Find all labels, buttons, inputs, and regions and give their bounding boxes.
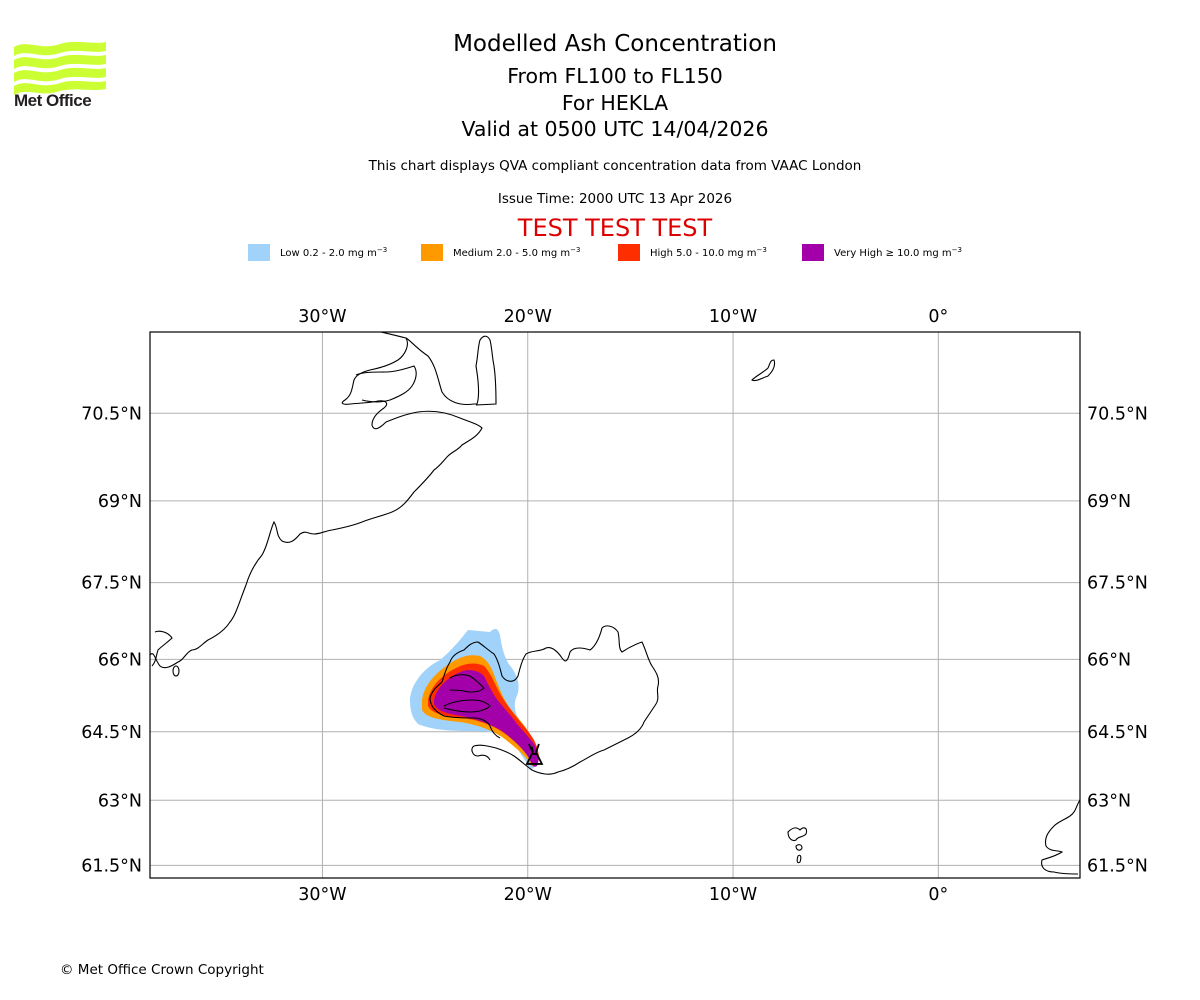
coastline-faroe-islands: [787, 827, 808, 864]
lon-label-top: 20°W: [504, 307, 552, 327]
legend-item-low: Low 0.2 - 2.0 mg m−3: [248, 244, 387, 261]
lat-label-left: 63°N: [98, 791, 142, 811]
lat-label-left: 70.5°N: [81, 404, 142, 424]
legend-swatch-low: [248, 244, 270, 261]
coastline-iceland: [429, 625, 660, 775]
legend-label: High 5.0 - 10.0 mg m−3: [650, 246, 767, 259]
lat-label-right: 64.5°N: [1087, 723, 1148, 743]
met-office-logo: [14, 41, 106, 95]
logo-text: Met Office: [14, 91, 92, 110]
coastline-norway: [1041, 799, 1080, 875]
coastline-jan-mayen: [751, 359, 776, 382]
lat-label-left: 67.5°N: [81, 574, 142, 594]
volcano-marker-icon: [525, 743, 544, 765]
copyright: © Met Office Crown Copyright: [60, 962, 264, 978]
volcano-name: For HEKLA: [561, 91, 669, 115]
test-banner: TEST TEST TEST: [517, 214, 713, 242]
flight-levels: From FL100 to FL150: [507, 64, 723, 88]
axis-labels: 30°W 30°W 20°W 20°W 10°W 10°W 0° 0° 70.5°N 70.5°N…: [81, 307, 1148, 905]
legend-item-very-high: Very High ≥ 10.0 mg m−3: [802, 244, 962, 261]
lat-label-left: 66°N: [98, 650, 142, 670]
legend-swatch-very-high: [802, 244, 824, 261]
lat-label-right: 63°N: [1087, 791, 1131, 811]
legend-item-high: High 5.0 - 10.0 mg m−3: [618, 244, 767, 261]
gridlines: [150, 332, 1080, 878]
issue-time: Issue Time: 2000 UTC 13 Apr 2026: [497, 191, 733, 207]
subtitle: This chart displays QVA compliant concen…: [368, 158, 862, 174]
lat-label-right: 61.5°N: [1087, 856, 1148, 876]
valid-time: Valid at 0500 UTC 14/04/2026: [461, 117, 769, 141]
lat-label-right: 70.5°N: [1087, 404, 1148, 424]
lat-label-left: 64.5°N: [81, 723, 142, 743]
legend-swatch-high: [618, 244, 640, 261]
legend-label: Very High ≥ 10.0 mg m−3: [834, 246, 962, 259]
legend-label: Medium 2.0 - 5.0 mg m−3: [453, 246, 581, 259]
ash-very-high-region: [434, 670, 539, 767]
lon-label-top: 30°W: [298, 307, 346, 327]
lon-label-top: 10°W: [709, 307, 757, 327]
legend-swatch-medium: [421, 244, 443, 261]
lon-label-top: 0°: [928, 307, 948, 327]
map-frame: [149, 331, 1081, 879]
coastlines: [150, 332, 1080, 875]
lat-label-left: 61.5°N: [81, 856, 142, 876]
lat-label-right: 69°N: [1087, 492, 1131, 512]
lat-label-left: 69°N: [98, 492, 142, 512]
lon-label-bottom: 10°W: [709, 885, 757, 905]
lon-label-bottom: 30°W: [298, 885, 346, 905]
legend-label: Low 0.2 - 2.0 mg m−3: [280, 246, 388, 259]
coastline-greenland: [150, 332, 483, 669]
lat-label-right: 66°N: [1087, 650, 1131, 670]
legend-item-medium: Medium 2.0 - 5.0 mg m−3: [421, 244, 580, 261]
lat-label-right: 67.5°N: [1087, 574, 1148, 594]
lon-label-bottom: 20°W: [504, 885, 552, 905]
legend: Low 0.2 - 2.0 mg m−3 Medium 2.0 - 5.0 mg…: [0, 244, 1200, 264]
lon-label-bottom: 0°: [928, 885, 948, 905]
chart-title: Modelled Ash Concentration: [453, 31, 777, 57]
